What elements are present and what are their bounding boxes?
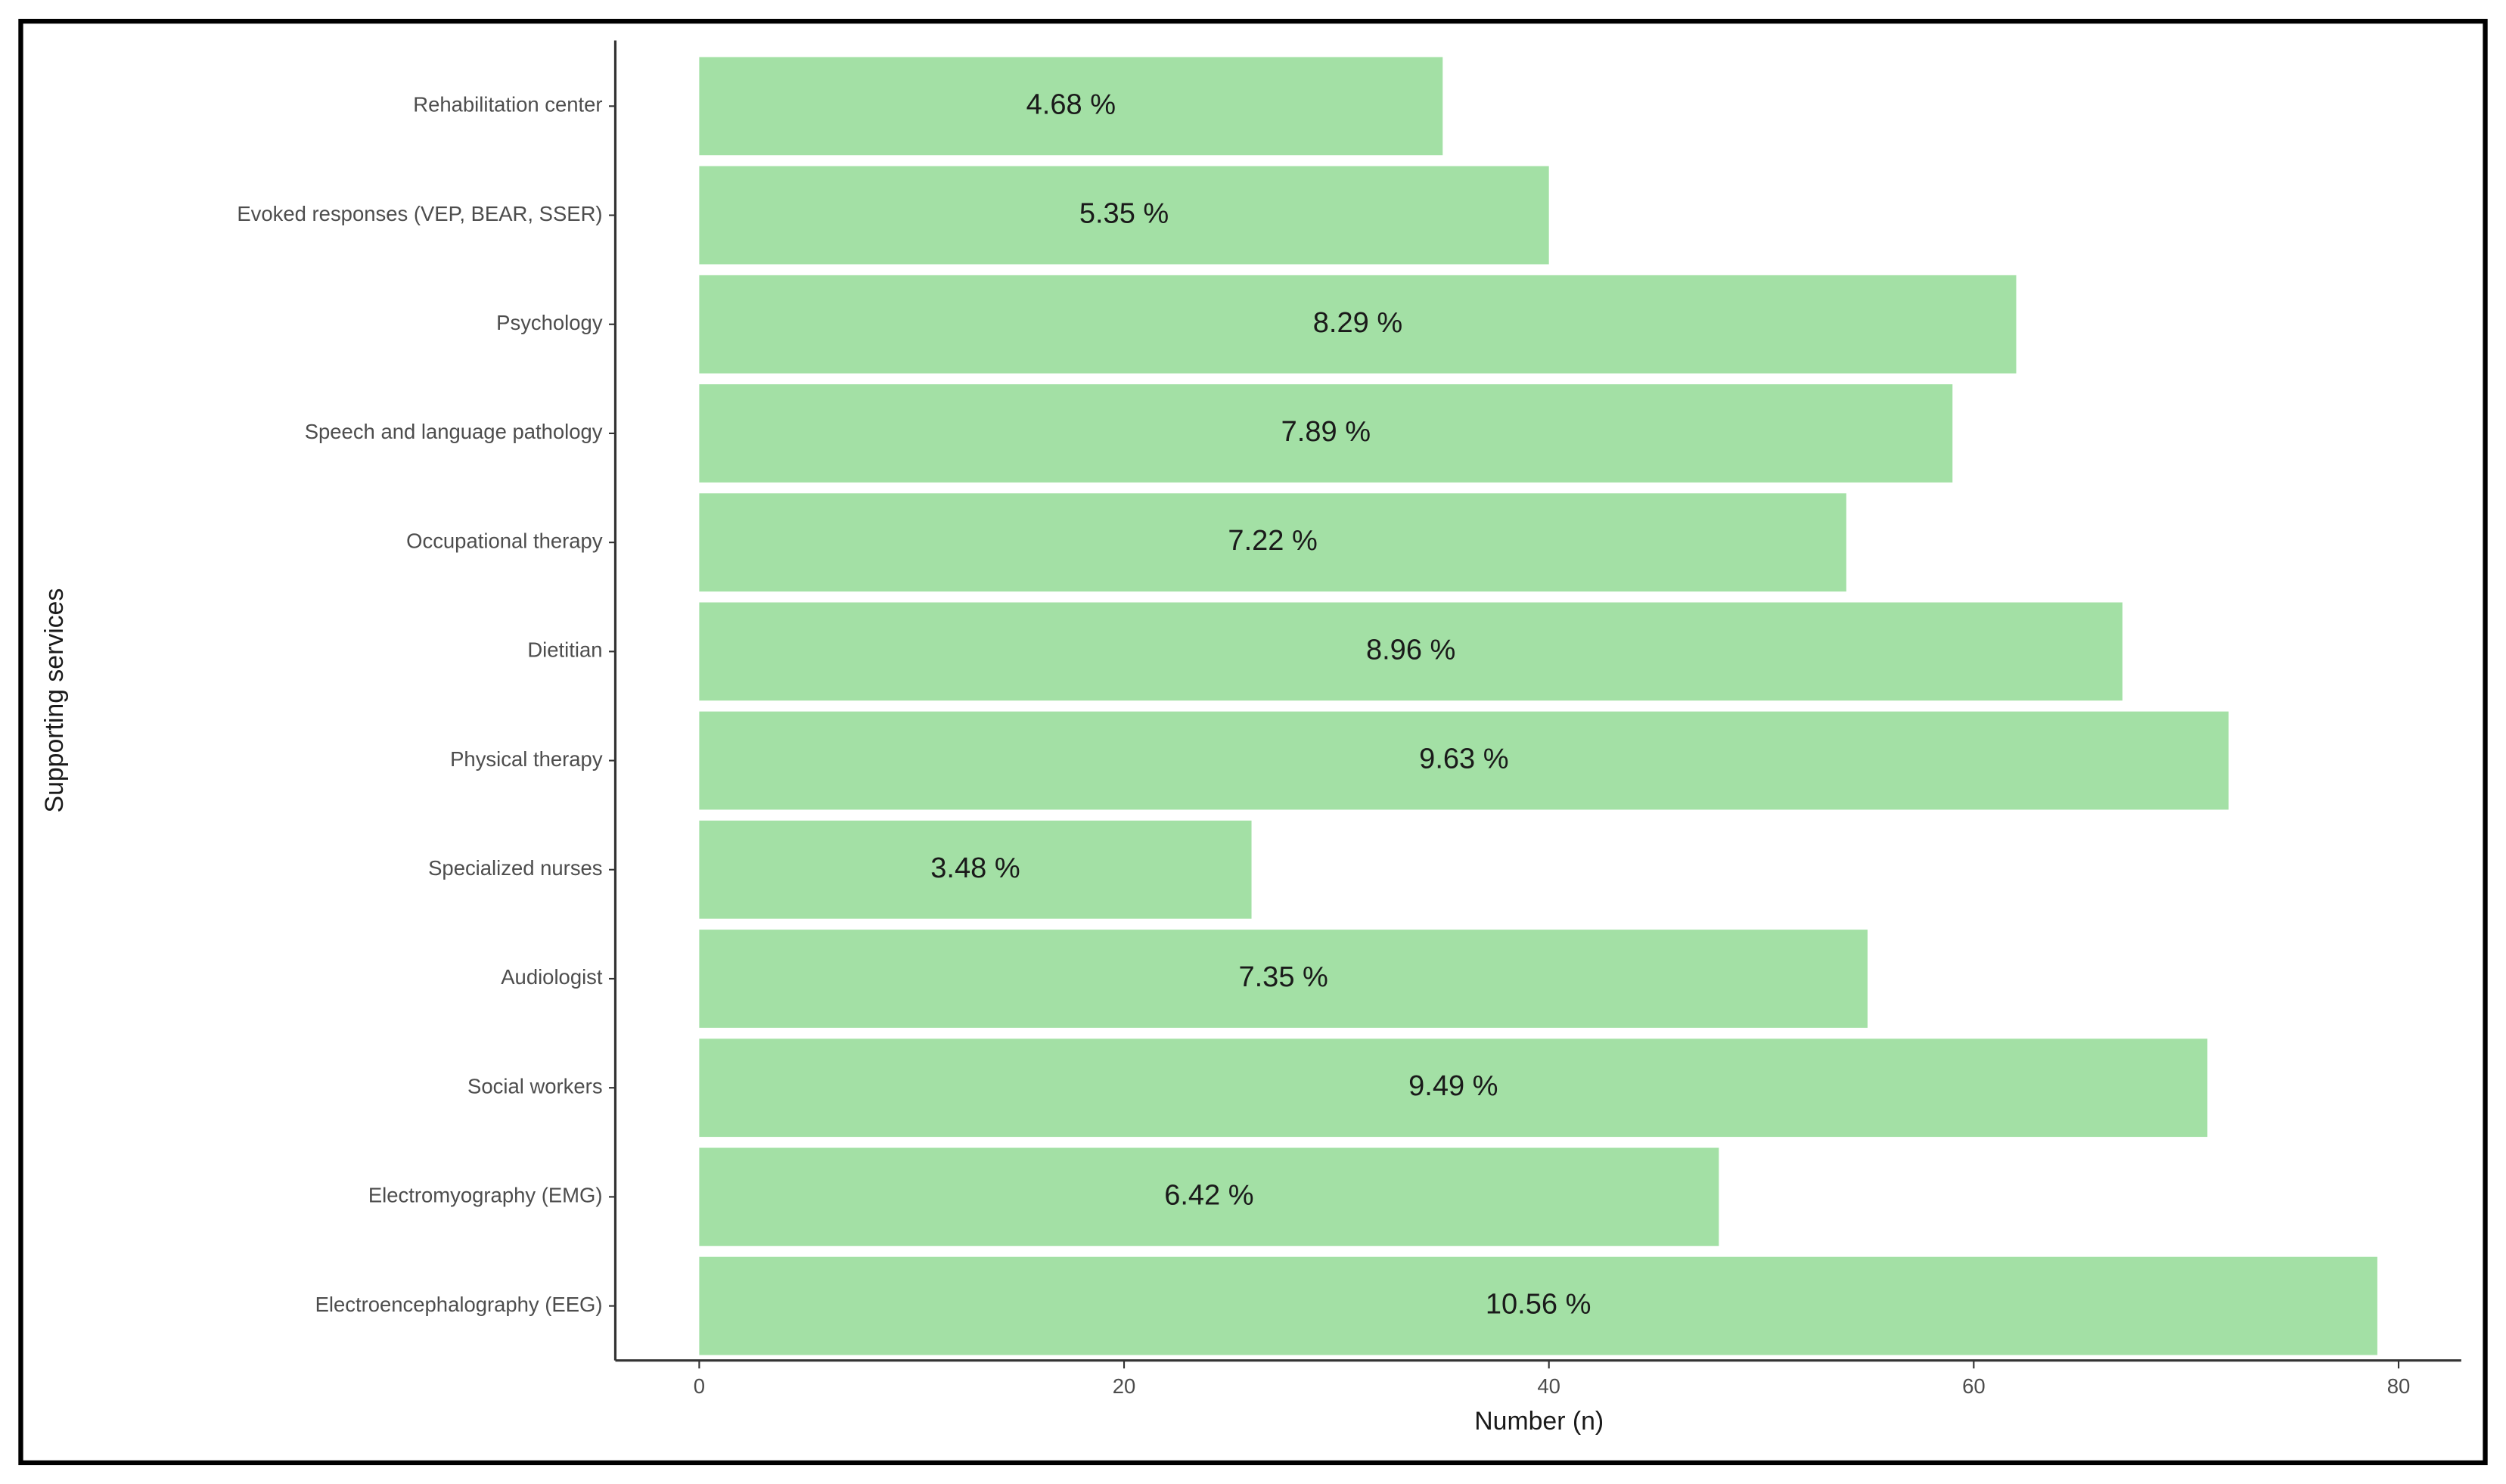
y-axis-title: Supporting services: [40, 588, 69, 813]
bar: [699, 1038, 2208, 1138]
y-tick-label: Speech and language pathology: [305, 420, 603, 443]
y-tick-label: Social workers: [467, 1074, 603, 1097]
bar-label: 8.29 %: [1313, 307, 1402, 339]
y-tick-label: Dietitian: [527, 638, 602, 662]
bar-label: 7.35 %: [1238, 961, 1328, 993]
y-tick-label: Electroencephalography (EEG): [315, 1293, 603, 1316]
bar: [699, 493, 1846, 592]
bar: [699, 166, 1549, 265]
bar-label: 9.49 %: [1408, 1070, 1498, 1102]
y-tick-label: Psychology: [496, 311, 603, 334]
bar: [699, 57, 1443, 156]
bar-label: 7.89 %: [1281, 416, 1371, 448]
bar-label: 6.42 %: [1164, 1179, 1253, 1211]
x-axis-title: Number (n): [1474, 1407, 1604, 1436]
bar: [699, 384, 1953, 483]
bar-label: 3.48 %: [930, 852, 1020, 884]
bar-label: 7.22 %: [1228, 525, 1317, 557]
y-tick-label: Physical therapy: [450, 747, 603, 771]
bar-label: 4.68 %: [1026, 88, 1116, 120]
x-tick-label: 0: [694, 1374, 705, 1398]
bar: [699, 275, 2017, 374]
bar: [699, 1256, 2377, 1355]
x-tick-label: 20: [1113, 1374, 1136, 1398]
y-tick-label: Occupational therapy: [406, 529, 603, 552]
x-tick-label: 80: [2387, 1374, 2411, 1398]
bar: [699, 1147, 1719, 1246]
bar: [699, 930, 1868, 1028]
y-tick-label: Rehabilitation center: [413, 93, 602, 116]
bar-label: 8.96 %: [1366, 634, 1455, 666]
bar-label: 5.35 %: [1079, 198, 1169, 230]
y-tick-label: Evoked responses (VEP, BEAR, SSER): [237, 202, 602, 225]
x-tick-label: 60: [1962, 1374, 1986, 1398]
y-tick-label: Electromyography (EMG): [368, 1184, 603, 1207]
y-tick-label: Audiologist: [501, 965, 603, 989]
y-tick-label: Specialized nurses: [428, 856, 602, 880]
x-tick-label: 40: [1537, 1374, 1560, 1398]
bar: [699, 602, 2122, 701]
bar: [699, 711, 2229, 810]
bar-label: 9.63 %: [1419, 744, 1508, 775]
bar-label: 10.56 %: [1486, 1289, 1591, 1321]
bar: [699, 820, 1252, 919]
